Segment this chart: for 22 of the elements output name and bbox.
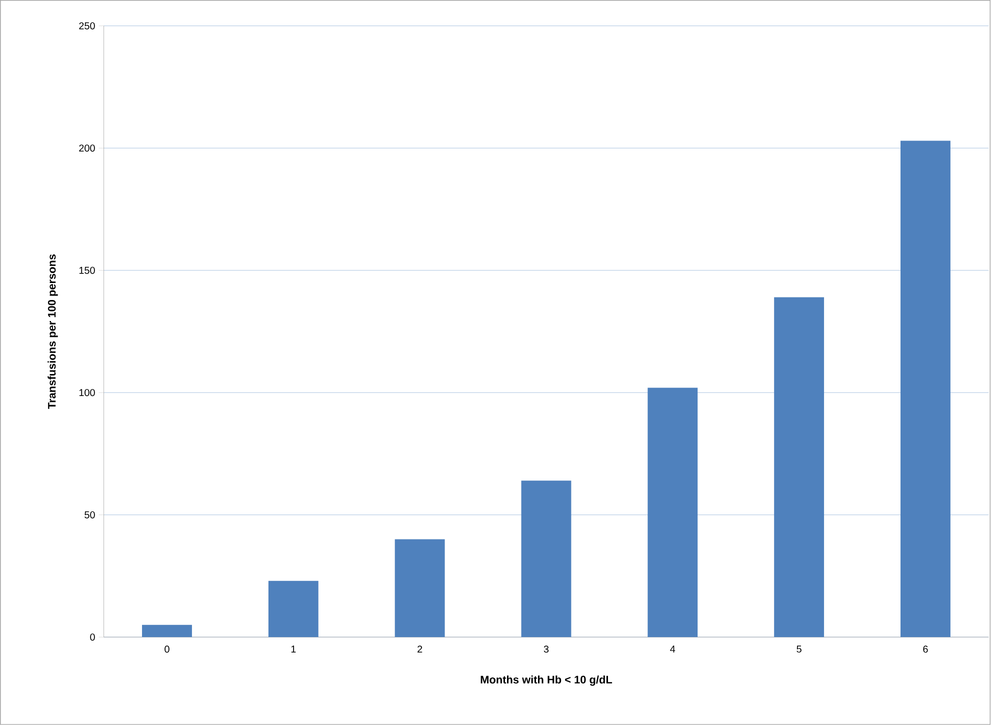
x-tick-label: 4 [670,646,676,652]
bar [900,140,950,638]
bar [394,539,445,638]
x-tick-label: 0 [164,646,170,653]
y-tick-label: 50 [84,511,95,518]
bar [774,297,824,638]
x-tick-label: 6 [923,646,928,653]
x-tick-label: 3 [544,646,549,653]
x-tick-label: 2 [418,646,422,653]
y-tick-label: 100 [79,389,95,396]
y-tick-label: 200 [79,144,95,152]
x-tick-label: 5 [796,646,802,653]
x-tick-label: 1 [291,646,296,652]
y-tick-label: 150 [79,266,95,274]
y-tick-label: 250 [79,22,95,30]
x-axis-title: Months with Hb < 10 g/dL [480,676,612,686]
bar [268,580,318,638]
y-axis-title: Transfusions per 100 persons [48,254,58,409]
y-tick-label: 0 [90,634,95,641]
bar [142,624,192,638]
bar [521,480,572,638]
bar [648,388,698,638]
